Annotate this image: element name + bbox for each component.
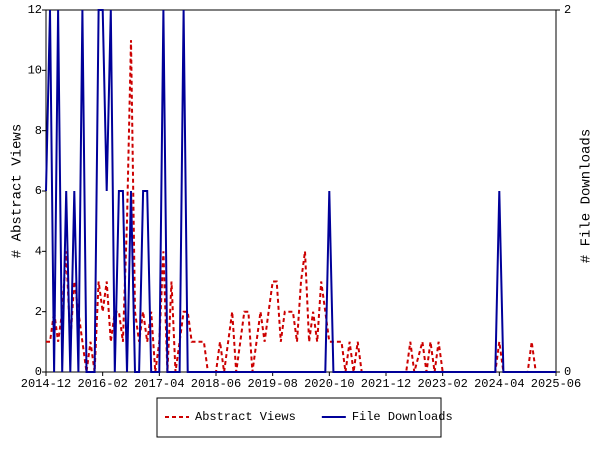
- x-tick-label: 2018-06: [191, 377, 241, 391]
- y-tick-label: 4: [35, 245, 42, 259]
- series-line: [45, 9, 556, 373]
- y-axis-title: # Abstract Views: [10, 124, 26, 258]
- y-tick-label: 6: [35, 184, 42, 198]
- x-tick-label: 2014-12: [21, 377, 71, 391]
- y2-tick-label: 0: [564, 365, 571, 379]
- legend-box: [156, 397, 442, 438]
- y2-axis-title: # File Downloads: [579, 129, 595, 263]
- x-tick-label: 2021-12: [361, 377, 411, 391]
- x-tick-label: 2016-02: [77, 377, 127, 391]
- x-tick-label: 2023-02: [417, 377, 467, 391]
- x-tick-label: 2019-08: [247, 377, 297, 391]
- x-tick-label: 2017-04: [134, 377, 184, 391]
- legend-label: File Downloads: [352, 410, 453, 424]
- y-tick-label: 0: [35, 365, 42, 379]
- series-line: [46, 40, 556, 373]
- x-tick-label: 2024-04: [474, 377, 524, 391]
- y2-tick-label: 2: [564, 3, 571, 17]
- y-tick-label: 12: [28, 3, 42, 17]
- y-tick-label: 8: [35, 124, 42, 138]
- x-tick-label: 2025-06: [531, 377, 581, 391]
- legend-label: Abstract Views: [195, 410, 296, 424]
- x-tick-label: 2020-10: [304, 377, 354, 391]
- y-tick-label: 2: [35, 305, 42, 319]
- y-tick-label: 10: [28, 64, 42, 78]
